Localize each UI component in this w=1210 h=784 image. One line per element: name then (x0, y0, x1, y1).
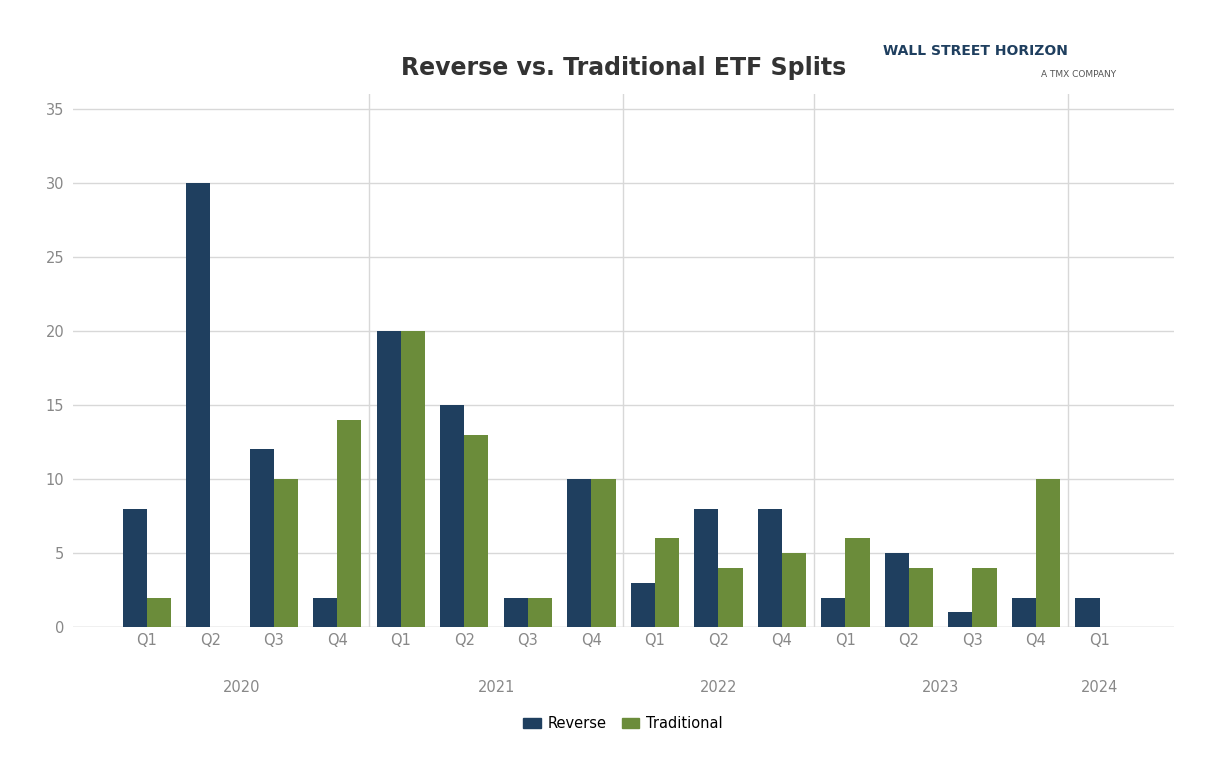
Bar (249, 449, 273, 627)
Bar (846, 539, 870, 627)
Bar (186, 183, 211, 627)
Text: 2024: 2024 (1081, 680, 1118, 695)
Bar (313, 597, 338, 627)
Bar (1036, 479, 1060, 627)
Bar (885, 554, 909, 627)
Bar (338, 420, 362, 627)
Text: 2021: 2021 (478, 680, 514, 695)
Bar (973, 568, 997, 627)
Bar (822, 597, 846, 627)
Text: A TMX COMPANY: A TMX COMPANY (1041, 70, 1116, 79)
Bar (695, 509, 719, 627)
Bar (655, 539, 679, 627)
Bar (465, 434, 489, 627)
Bar (567, 479, 592, 627)
Bar (401, 331, 425, 627)
Bar (782, 554, 806, 627)
Bar (719, 568, 743, 627)
Bar (528, 597, 552, 627)
Bar (1012, 597, 1036, 627)
Bar (503, 597, 528, 627)
Bar (949, 612, 973, 627)
Bar (592, 479, 616, 627)
Text: 2020: 2020 (224, 680, 261, 695)
Bar (630, 583, 655, 627)
Bar (757, 509, 782, 627)
Bar (146, 597, 171, 627)
Bar (909, 568, 933, 627)
Text: 2023: 2023 (922, 680, 960, 695)
Title: Reverse vs. Traditional ETF Splits: Reverse vs. Traditional ETF Splits (401, 56, 846, 80)
Text: 2022: 2022 (699, 680, 737, 695)
Bar (376, 331, 401, 627)
Bar (1076, 597, 1100, 627)
Bar (273, 479, 298, 627)
Text: WALL STREET HORIZON: WALL STREET HORIZON (883, 44, 1068, 58)
Legend: Reverse, Traditional: Reverse, Traditional (518, 710, 728, 737)
Bar (122, 509, 146, 627)
Bar (440, 405, 465, 627)
